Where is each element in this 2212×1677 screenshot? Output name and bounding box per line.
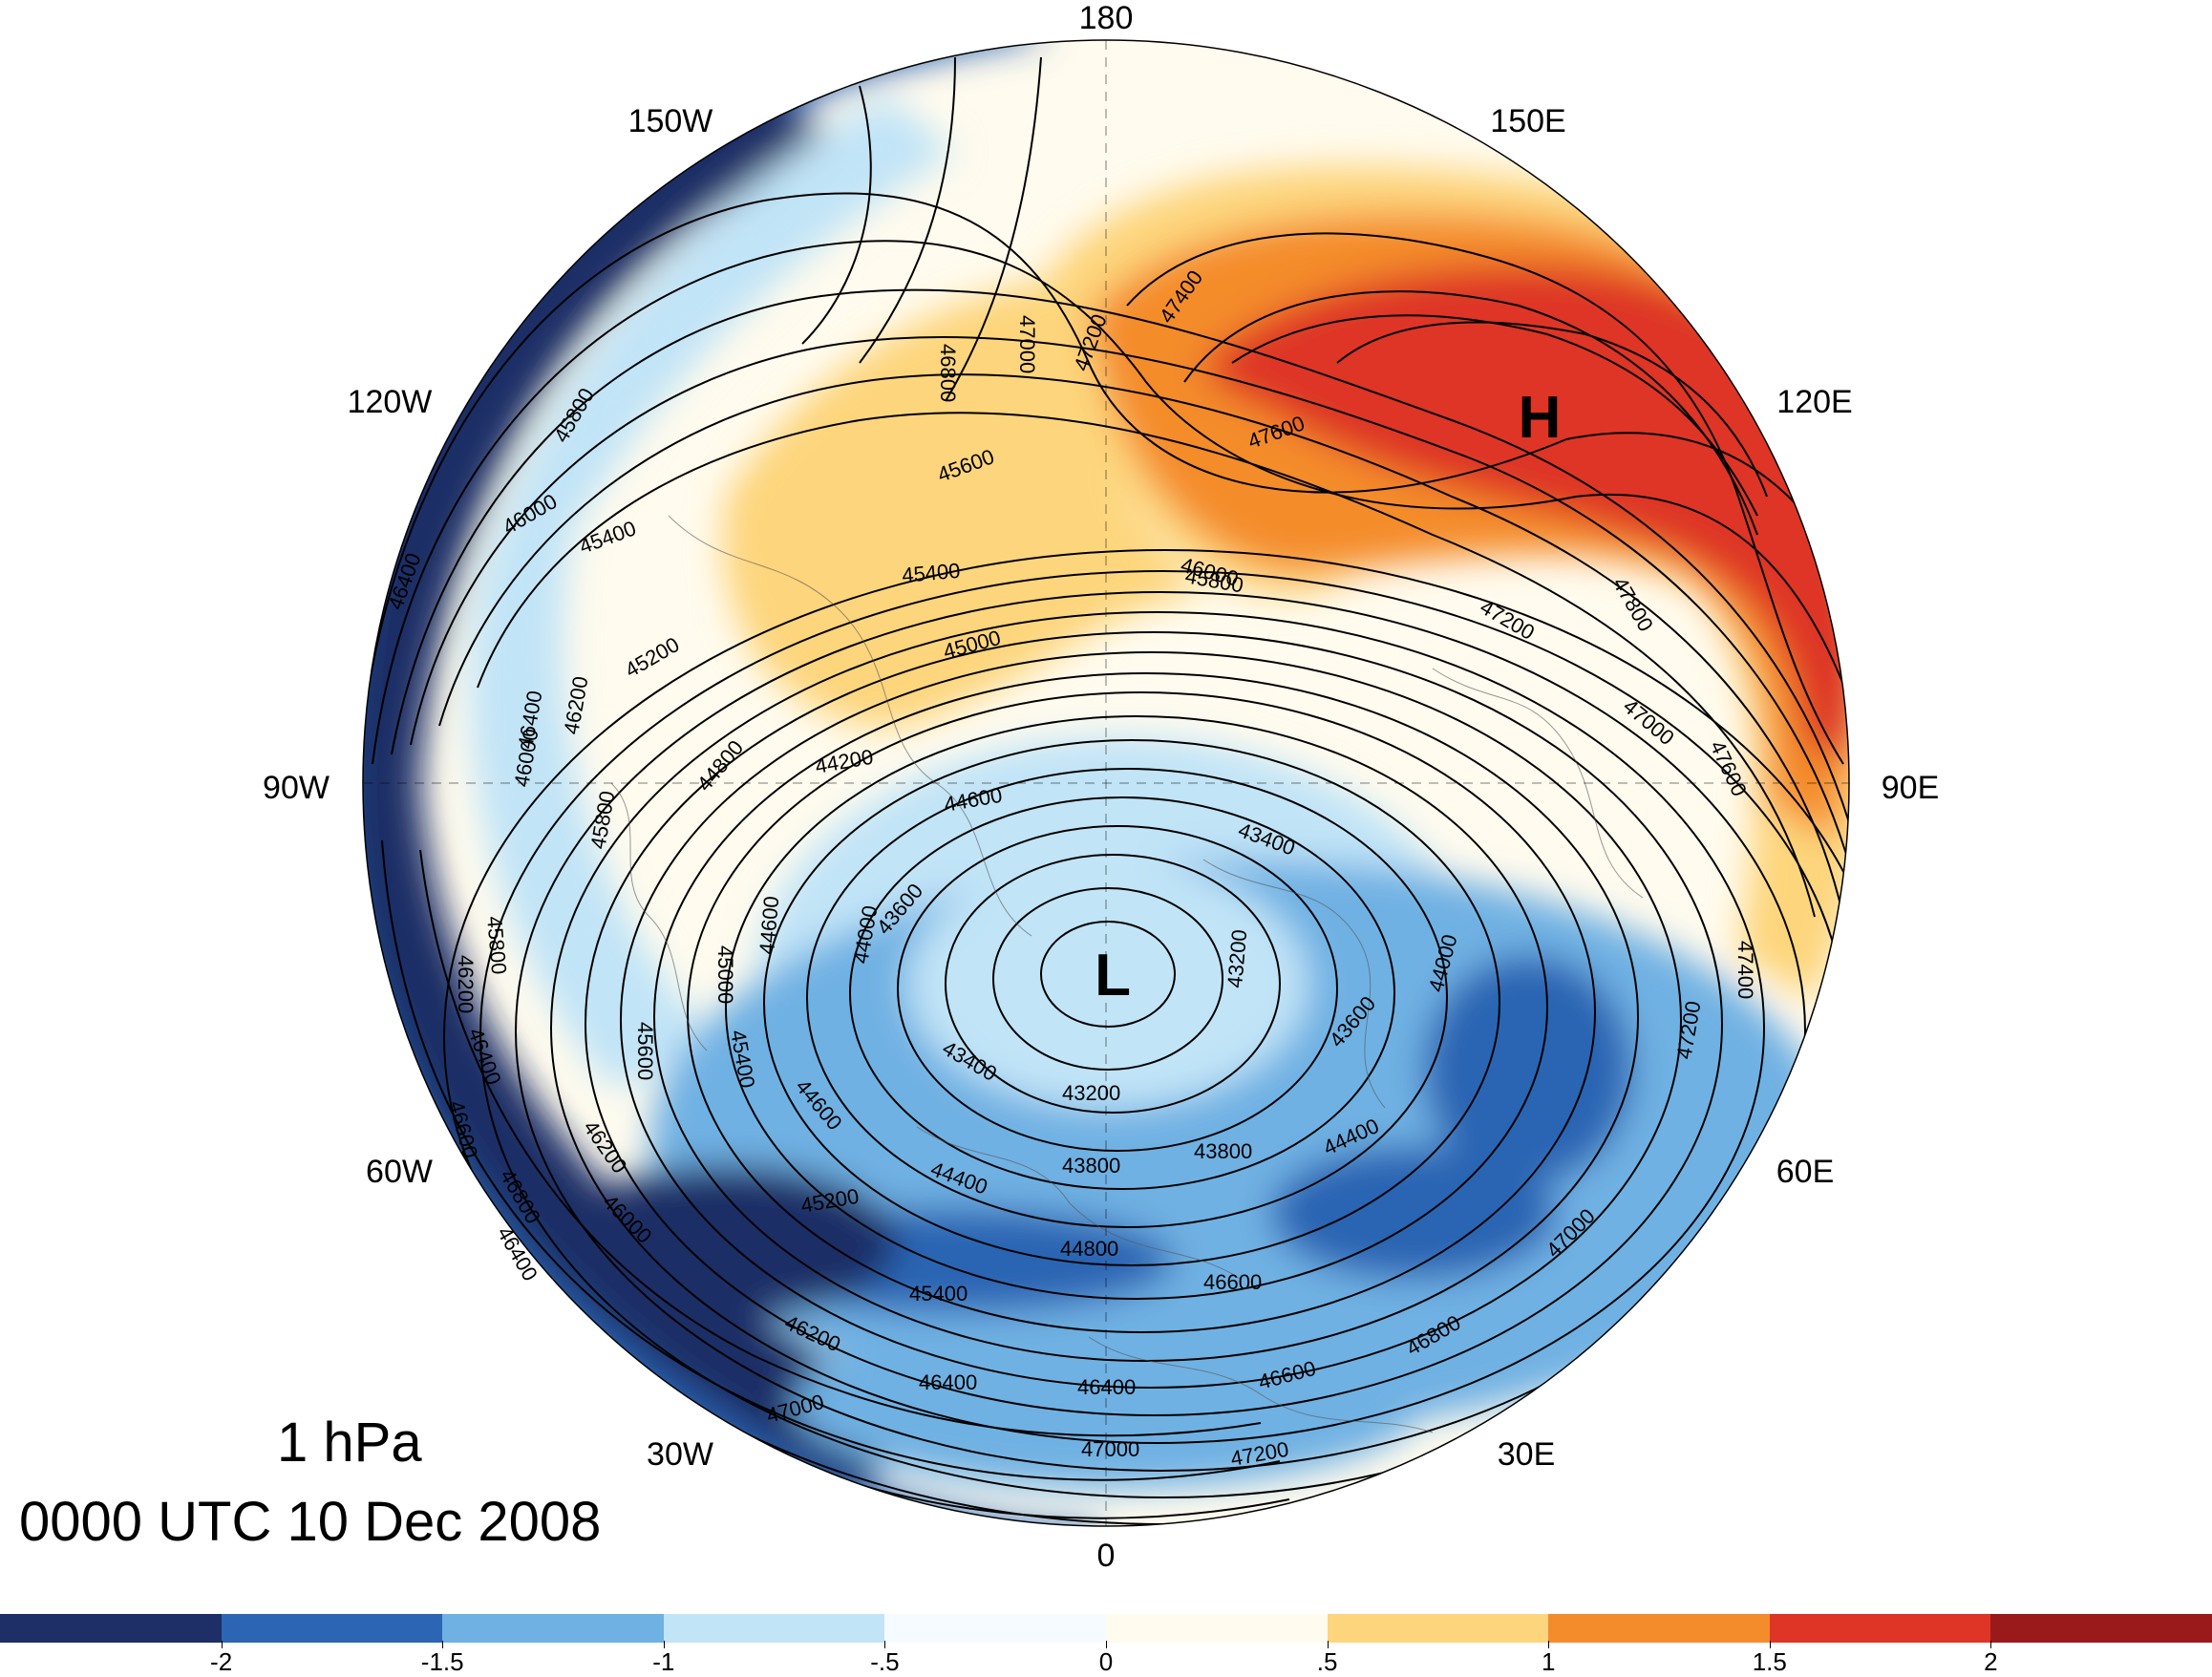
contour-label: 43200 bbox=[1223, 928, 1251, 988]
colorbar-tick bbox=[1769, 1641, 1771, 1648]
colorbar-cell bbox=[663, 1614, 885, 1643]
colorbar-tick bbox=[442, 1641, 444, 1648]
pressure-level-title: 1 hPa bbox=[277, 1412, 422, 1474]
lon-label: 180 bbox=[1079, 0, 1134, 36]
colorbar-tick bbox=[1327, 1641, 1329, 1648]
high-center-marker: H bbox=[1519, 385, 1562, 451]
colorbar-label: 1.5 bbox=[1752, 1647, 1787, 1676]
contour-label: 46800 bbox=[936, 344, 960, 402]
lon-label: 30W bbox=[647, 1436, 713, 1473]
colorbar-cell bbox=[442, 1614, 664, 1643]
colorbar-label: .5 bbox=[1316, 1647, 1338, 1676]
contour-label: 45400 bbox=[909, 1282, 968, 1306]
contour-label: 45000 bbox=[713, 945, 737, 1004]
colorbar-cell bbox=[1105, 1614, 1328, 1643]
contour-label: 43800 bbox=[1194, 1139, 1252, 1163]
contour-label: 47000 bbox=[1015, 315, 1039, 373]
colorbar-label: -1 bbox=[652, 1647, 675, 1676]
geopotential-height-contours bbox=[363, 56, 1849, 1525]
contour-label: 46400 bbox=[919, 1370, 977, 1394]
lon-label: 150E bbox=[1490, 103, 1565, 139]
longitude-labels: 180 150E 120E 90E 60E 30E 0 30W 60W 90W … bbox=[263, 0, 1939, 1574]
colorbar-label: -1.5 bbox=[420, 1647, 464, 1676]
lon-label: 90W bbox=[263, 770, 330, 806]
low-center-marker: L bbox=[1095, 943, 1131, 1008]
lon-label: 120W bbox=[348, 384, 433, 420]
colorbar-tick bbox=[884, 1641, 886, 1648]
contour-label: 43200 bbox=[1062, 1081, 1120, 1105]
colorbar-label: 1 bbox=[1541, 1647, 1556, 1676]
colorbar-tick bbox=[221, 1641, 223, 1648]
colorbar-label: 2 bbox=[1984, 1647, 1998, 1676]
coastlines bbox=[610, 515, 1644, 1433]
lon-label: 150W bbox=[628, 103, 713, 139]
contour-label: 45600 bbox=[633, 1022, 657, 1080]
colorbar-tick bbox=[1106, 1641, 1107, 1648]
colorbar-cell bbox=[1548, 1614, 1770, 1643]
colorbar-tick bbox=[663, 1641, 665, 1648]
colorbar-cell bbox=[221, 1614, 443, 1643]
colorbar-label: 0 bbox=[1098, 1647, 1114, 1676]
colorbar-label: -.5 bbox=[870, 1647, 900, 1676]
lon-label: 60E bbox=[1776, 1154, 1835, 1190]
colorbar-label: -2 bbox=[210, 1647, 233, 1676]
lon-label: 120E bbox=[1776, 384, 1852, 420]
colorbar-tick bbox=[1548, 1641, 1550, 1648]
colorbar-cell bbox=[884, 1614, 1106, 1643]
colorbar-cell bbox=[0, 1614, 222, 1643]
contour-label: 47400 bbox=[1733, 941, 1757, 999]
contour-label: 44600 bbox=[755, 895, 783, 955]
contour-label: 43800 bbox=[1062, 1154, 1120, 1178]
lon-label: 30E bbox=[1498, 1436, 1556, 1473]
contour-label: 46400 bbox=[1077, 1375, 1136, 1399]
contour-label: 45400 bbox=[901, 559, 961, 587]
contour-label: 46600 bbox=[1203, 1270, 1262, 1294]
lon-label: 0 bbox=[1097, 1538, 1116, 1574]
colorbar-cell bbox=[1990, 1614, 2212, 1643]
colorbar-tick bbox=[1990, 1641, 1992, 1648]
colorbar bbox=[0, 1614, 2212, 1643]
lon-label: 90E bbox=[1882, 770, 1940, 806]
contour-label: 46200 bbox=[454, 955, 478, 1013]
contour-label: 45800 bbox=[482, 915, 511, 975]
contour-label: 44800 bbox=[1060, 1237, 1118, 1261]
valid-time-title: 0000 UTC 10 Dec 2008 bbox=[19, 1491, 602, 1553]
contour-label: 47000 bbox=[1081, 1437, 1139, 1461]
colorbar-cell bbox=[1327, 1614, 1549, 1643]
lon-label: 60W bbox=[366, 1154, 433, 1190]
colorbar-cell bbox=[1769, 1614, 1991, 1643]
